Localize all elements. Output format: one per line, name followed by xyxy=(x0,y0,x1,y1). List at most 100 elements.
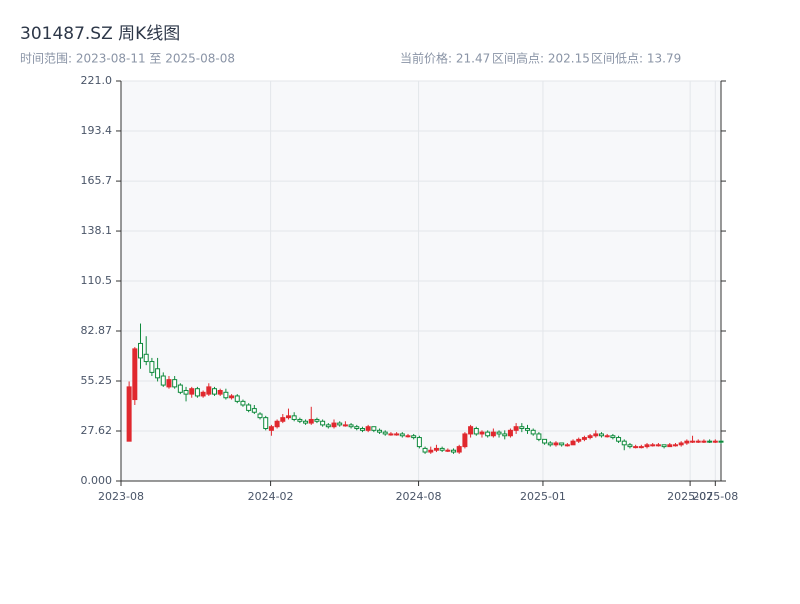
candle-body xyxy=(211,388,217,395)
candle-body xyxy=(519,426,525,430)
candle-body xyxy=(598,433,604,437)
candle-body xyxy=(627,444,633,448)
candle-body xyxy=(633,446,639,449)
x-tick-label: 2025-01 xyxy=(520,490,566,503)
candle-body xyxy=(234,395,240,402)
candle-body xyxy=(433,447,439,451)
x-tick-label: 2024-08 xyxy=(396,490,442,503)
candle-body xyxy=(621,440,627,446)
candle-body xyxy=(422,447,428,453)
candle-body xyxy=(485,431,491,437)
candle-body xyxy=(274,420,280,428)
candle-body xyxy=(507,429,513,437)
candle-body xyxy=(638,446,644,449)
candle-body xyxy=(246,404,252,411)
candle-body xyxy=(581,437,587,440)
candle-body xyxy=(280,417,286,422)
candle-body xyxy=(183,390,189,395)
candle-body xyxy=(342,424,348,427)
candle-body xyxy=(604,435,610,438)
candle-body xyxy=(308,418,314,424)
candle-body xyxy=(576,438,582,442)
candle-body xyxy=(240,400,246,406)
candle-body xyxy=(678,442,684,446)
y-tick-label: 55.25 xyxy=(81,374,113,387)
candle-body xyxy=(690,440,696,443)
candle-body xyxy=(172,379,178,388)
y-tick-label: 221.0 xyxy=(81,74,113,87)
candle-body xyxy=(695,440,701,443)
candle-body xyxy=(325,424,331,428)
candle-body xyxy=(445,449,451,452)
candle-body xyxy=(610,435,616,439)
candle-body xyxy=(496,431,502,435)
candle-body xyxy=(143,353,149,363)
y-tick-label: 165.7 xyxy=(81,174,113,187)
candle-body xyxy=(661,444,667,448)
candle-body xyxy=(217,390,223,395)
candle-body xyxy=(194,388,200,397)
candle-body xyxy=(525,428,531,431)
candle-body xyxy=(536,433,542,440)
candle-body xyxy=(251,408,257,413)
candle-body xyxy=(490,431,496,437)
candle-body xyxy=(547,442,553,446)
candle-body xyxy=(513,426,519,431)
candle-body xyxy=(297,418,303,422)
candle-body xyxy=(405,435,411,438)
candle-body xyxy=(456,446,462,453)
candle-body xyxy=(303,420,309,424)
candle-body xyxy=(388,433,394,436)
candle-body xyxy=(399,433,405,437)
candle-body xyxy=(354,426,360,430)
candle-body xyxy=(382,431,388,435)
candle-body xyxy=(149,361,155,373)
candle-body xyxy=(416,437,422,448)
candle-body xyxy=(570,440,576,446)
chart-subtitle: 时间范围: 2023-08-11 至 2025-08-08 xyxy=(20,52,235,66)
candle-body xyxy=(718,440,724,443)
candle-body xyxy=(291,415,297,420)
x-tick-label: 2025-07 xyxy=(667,490,713,503)
candle-body xyxy=(138,342,144,359)
candle-body xyxy=(644,444,650,448)
candle-body xyxy=(712,440,718,443)
candle-body xyxy=(701,440,707,443)
candle-body xyxy=(672,444,678,447)
y-tick-label: 82.87 xyxy=(81,324,113,337)
candle-body xyxy=(684,440,690,444)
candle-body xyxy=(126,386,132,442)
candle-body xyxy=(428,449,434,453)
candle-body xyxy=(160,375,166,386)
candle-body xyxy=(371,426,377,431)
candle-body xyxy=(411,435,417,439)
y-tick-label: 0.000 xyxy=(81,474,113,487)
candle-body xyxy=(479,431,485,435)
y-tick-label: 27.62 xyxy=(81,424,113,437)
candle-body xyxy=(667,444,673,448)
candle-body xyxy=(337,422,343,426)
candle-body xyxy=(542,438,548,444)
candle-body xyxy=(155,368,161,379)
candle-body xyxy=(263,417,269,430)
x-tick-label: 2025-08 xyxy=(692,490,738,503)
candle-body xyxy=(553,442,559,446)
candle-body xyxy=(285,415,291,419)
candle-body xyxy=(268,426,274,431)
candle-body xyxy=(206,386,212,395)
candle-body xyxy=(468,426,474,435)
candle-body xyxy=(655,444,661,447)
candle-body xyxy=(229,395,235,399)
candle-body xyxy=(587,435,593,439)
candle-body xyxy=(502,433,508,437)
candle-body xyxy=(559,442,565,446)
candle-body xyxy=(365,426,371,431)
candle-body xyxy=(132,348,138,401)
candle-body xyxy=(189,388,195,395)
candle-body xyxy=(377,429,383,433)
candle-body xyxy=(348,424,354,428)
candle-body xyxy=(451,449,457,453)
candle-body xyxy=(616,437,622,442)
candle-body xyxy=(530,429,536,435)
